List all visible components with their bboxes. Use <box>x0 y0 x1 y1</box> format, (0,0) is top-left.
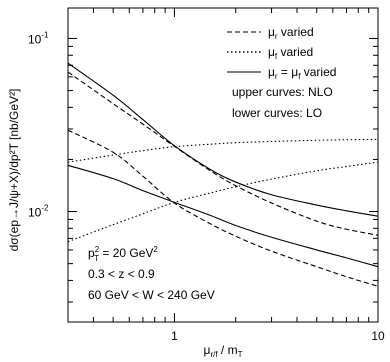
tick-labels: 1 10 10-1 10-2 <box>28 30 385 343</box>
y-tick-label: 10-1 <box>28 30 49 46</box>
curve-lo-solid <box>67 164 379 268</box>
legend-note-lo: lower curves: LO <box>232 106 322 120</box>
curve-nlo-solid <box>67 62 379 217</box>
annotation-pt2: p2 T = 20 GeV2 <box>88 245 158 263</box>
legend-label-mu-r: μr varied <box>268 25 314 41</box>
kinematics-annotation: p2 T = 20 GeV2 0.3 < z < 0.9 60 GeV < W <… <box>88 245 215 302</box>
curve-lo-dotted <box>67 161 379 243</box>
x-tick-label: 10 <box>371 329 385 343</box>
curve-nlo-dashed <box>67 71 379 236</box>
curve-nlo-dotted <box>67 138 379 163</box>
y-axis-label: dσ(ep→J/ψ+X)/dp²T [nb/GeV²] <box>7 89 21 252</box>
curves-layer <box>67 62 379 287</box>
annotation-w-range: 60 GeV < W < 240 GeV <box>88 288 215 302</box>
annotation-z-range: 0.3 < z < 0.9 <box>88 267 155 281</box>
x-tick-label: 1 <box>171 329 178 343</box>
axis-ticks <box>67 8 379 322</box>
legend-note-nlo: upper curves: NLO <box>232 85 333 99</box>
curve-lo-dashed <box>67 129 379 287</box>
legend-label-mu-f: μf varied <box>268 45 313 61</box>
plot-frame <box>67 7 379 323</box>
y-tick-label: 10-2 <box>28 204 49 220</box>
x-axis-label: μr/f / mT <box>204 343 243 359</box>
legend: μr varied μf varied μr = μf varied upper… <box>227 25 336 120</box>
legend-label-mu-r-eq-mu-f: μr = μf varied <box>268 65 336 81</box>
